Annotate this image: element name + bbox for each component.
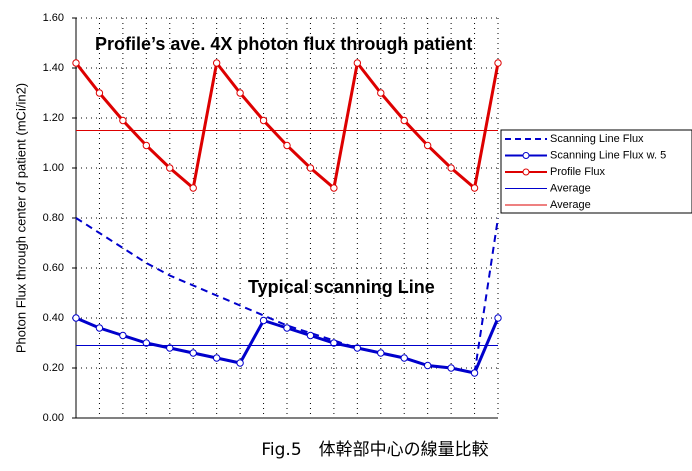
annotation: Profile’s ave. 4X photon flux through pa… (95, 34, 472, 54)
y-tick-label: 0.60 (43, 262, 64, 274)
legend-label: Scanning Line Flux w. 5 (550, 149, 666, 161)
y-tick-label: 0.00 (43, 412, 64, 424)
marker (212, 354, 221, 362)
legend-label: Scanning Line Flux (550, 133, 644, 145)
marker (283, 324, 291, 332)
marker (306, 164, 315, 172)
marker (166, 344, 174, 352)
marker (353, 59, 362, 67)
marker (95, 324, 104, 332)
marker (447, 164, 455, 172)
marker (95, 89, 104, 97)
y-tick-label: 0.20 (43, 362, 64, 374)
marker (166, 164, 174, 172)
marker (447, 364, 455, 372)
marker (400, 116, 408, 125)
caption: Fig.5 体幹部中心の線量比較 (261, 439, 488, 460)
legend-label: Profile Flux (550, 166, 606, 178)
marker (330, 339, 338, 347)
marker (212, 59, 221, 67)
marker (189, 184, 197, 192)
y-tick-label: 0.80 (43, 212, 64, 224)
y-tick-label: 1.20 (43, 112, 64, 124)
marker (72, 59, 80, 67)
marker (377, 89, 385, 97)
marker (306, 331, 315, 340)
marker (400, 354, 408, 362)
marker (494, 59, 502, 67)
marker (423, 361, 432, 370)
marker (330, 184, 338, 192)
marker (119, 116, 127, 125)
marker (470, 184, 479, 192)
marker (189, 349, 197, 357)
y-tick-label: 1.60 (43, 12, 64, 24)
y-axis-label: Photon Flux through center of patient (m… (13, 83, 28, 353)
marker (423, 141, 432, 150)
marker (470, 369, 479, 377)
legend-marker (522, 152, 530, 159)
marker (236, 89, 244, 97)
marker (119, 331, 127, 340)
marker (236, 359, 244, 367)
y-tick-label: 1.40 (43, 62, 64, 74)
marker (377, 349, 385, 357)
marker (353, 344, 362, 352)
series-line (74, 59, 500, 191)
legend-label: Average (550, 199, 591, 211)
y-tick-label: 1.00 (43, 162, 64, 174)
y-tick-label: 0.40 (43, 312, 64, 324)
marker (142, 141, 151, 150)
annotation: Typical scanning Line (248, 277, 435, 297)
marker (259, 316, 268, 325)
marker (494, 314, 502, 322)
marker (142, 339, 151, 347)
marker (283, 141, 291, 150)
marker (259, 116, 268, 125)
legend-marker (522, 168, 530, 176)
legend-label: Average (550, 182, 591, 194)
marker (72, 314, 80, 322)
